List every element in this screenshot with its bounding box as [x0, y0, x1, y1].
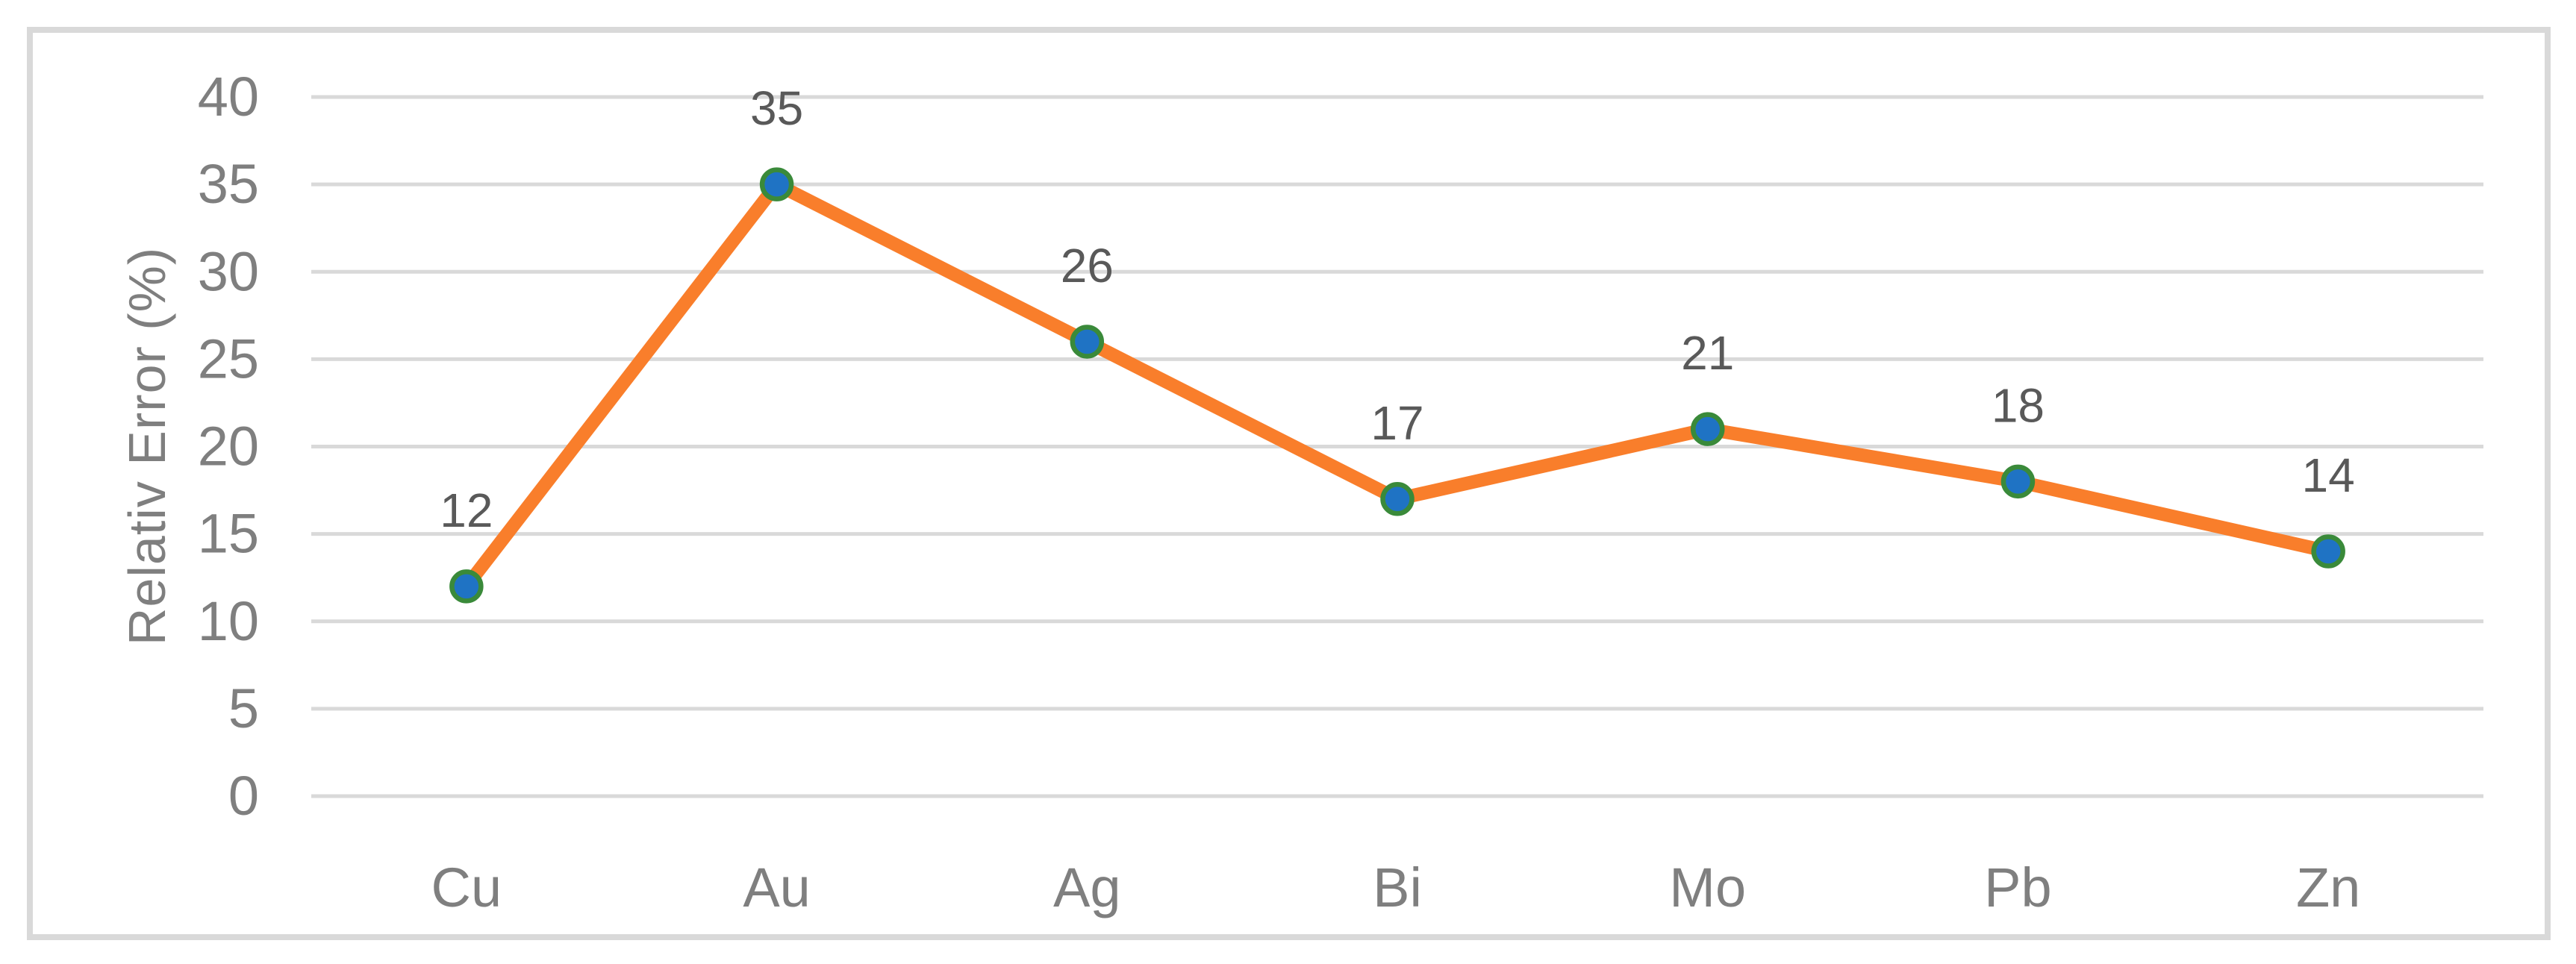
data-label-Pb: 18 [1992, 378, 2045, 432]
data-point-Pb [2000, 464, 2036, 499]
data-point-Bi [1380, 482, 1415, 516]
y-tick-label-5: 5 [228, 677, 259, 739]
y-tick-label-25: 25 [198, 328, 259, 389]
series-line [459, 178, 2336, 593]
data-point-Au [759, 167, 794, 201]
data-label-Bi: 17 [1370, 396, 1423, 450]
data-point-Zn [2311, 534, 2345, 569]
y-tick-label-10: 10 [198, 590, 259, 652]
y-tick-label-40: 40 [198, 66, 259, 128]
y-tick-label-20: 20 [198, 416, 259, 478]
chart-frame [27, 27, 2551, 940]
data-point-Ag [1070, 325, 1105, 359]
x-axis-label-Mo: Mo [1669, 857, 1746, 918]
data-label-Cu: 12 [440, 483, 493, 537]
y-axis-title: Relativ Error (%) [118, 246, 176, 646]
x-axis-label-Ag: Ag [1053, 857, 1121, 918]
x-axis-label-Bi: Bi [1373, 857, 1422, 918]
x-axis-label-Pb: Pb [1984, 857, 2052, 918]
y-tick-label-30: 30 [198, 240, 259, 302]
x-axis-label-Zn: Zn [2296, 857, 2360, 918]
data-point-Mo [1690, 412, 1725, 446]
y-tick-label-0: 0 [228, 765, 259, 827]
data-label-Zn: 14 [2302, 448, 2355, 502]
data-label-Ag: 26 [1061, 239, 1114, 292]
x-axis-label-Au: Au [743, 857, 811, 918]
data-label-Au: 35 [750, 81, 803, 135]
y-tick-label-15: 15 [198, 503, 259, 565]
y-tick-label-35: 35 [198, 153, 259, 215]
data-point-Cu [449, 569, 484, 604]
x-axis-label-Cu: Cu [431, 857, 502, 918]
data-label-Mo: 21 [1681, 326, 1734, 380]
